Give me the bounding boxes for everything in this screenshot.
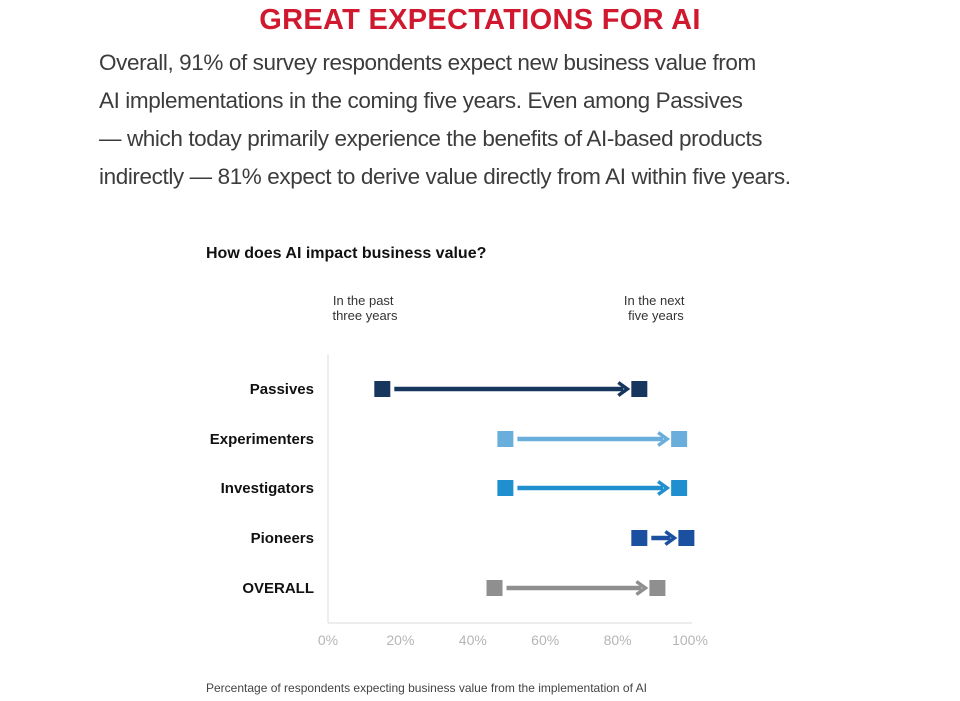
page-title: GREAT EXPECTATIONS FOR AI [259,4,701,36]
marker-next [671,431,688,447]
end-label-line: In the next [624,293,685,308]
x-tick-label: 80% [604,632,632,648]
intro-line: AI implementations in the coming five ye… [99,88,743,113]
x-tick-label: 20% [386,632,414,648]
intro-line: Overall, 91% of survey respondents expec… [99,50,756,75]
chart-row: Passives [250,381,648,398]
arrow-head [635,580,649,596]
marker-past [374,381,391,397]
marker-next [678,530,695,546]
arrow-head [617,381,631,397]
arrow-head [664,530,678,546]
x-tick-label: 100% [672,632,708,648]
x-tick-labels: 0% 20% 40% 60% 80% 100% [318,632,708,648]
start-label-line: In the past [333,293,394,308]
arrow-head [657,480,671,496]
row-label: Pioneers [251,530,314,547]
intro-line: indirectly — 81% expect to derive value … [99,164,791,189]
chart-row: Investigators [221,480,688,497]
x-tick-label: 0% [318,632,338,648]
arrow-head [657,431,671,447]
intro-line: — which today primarily experience the b… [99,126,763,151]
chart-row: Pioneers [251,530,695,547]
x-tick-label: 60% [531,632,559,648]
start-column-label: In the past three years [332,293,398,323]
chart-row: Experimenters [210,431,688,448]
marker-next [649,580,666,596]
marker-past [497,480,514,496]
row-label: Experimenters [210,431,314,448]
chart-title: How does AI impact business value? [206,245,486,262]
row-label: OVERALL [242,580,314,597]
chart-row: OVERALL [242,580,666,597]
end-column-label: In the next five years [624,293,688,323]
marker-next [631,381,648,397]
row-label: Passives [250,381,314,398]
marker-past [631,530,648,546]
marker-next [671,480,688,496]
end-label-line: five years [628,308,684,323]
row-label: Investigators [221,480,314,497]
start-label-line: three years [332,308,398,323]
marker-past [497,431,514,447]
x-axis-caption: Percentage of respondents expecting busi… [206,681,647,695]
x-tick-label: 40% [459,632,487,648]
intro-paragraph: Overall, 91% of survey respondents expec… [99,44,939,196]
marker-past [486,580,503,596]
chart-rows: Passives Experimenters Investigators Pionee… [210,381,695,597]
